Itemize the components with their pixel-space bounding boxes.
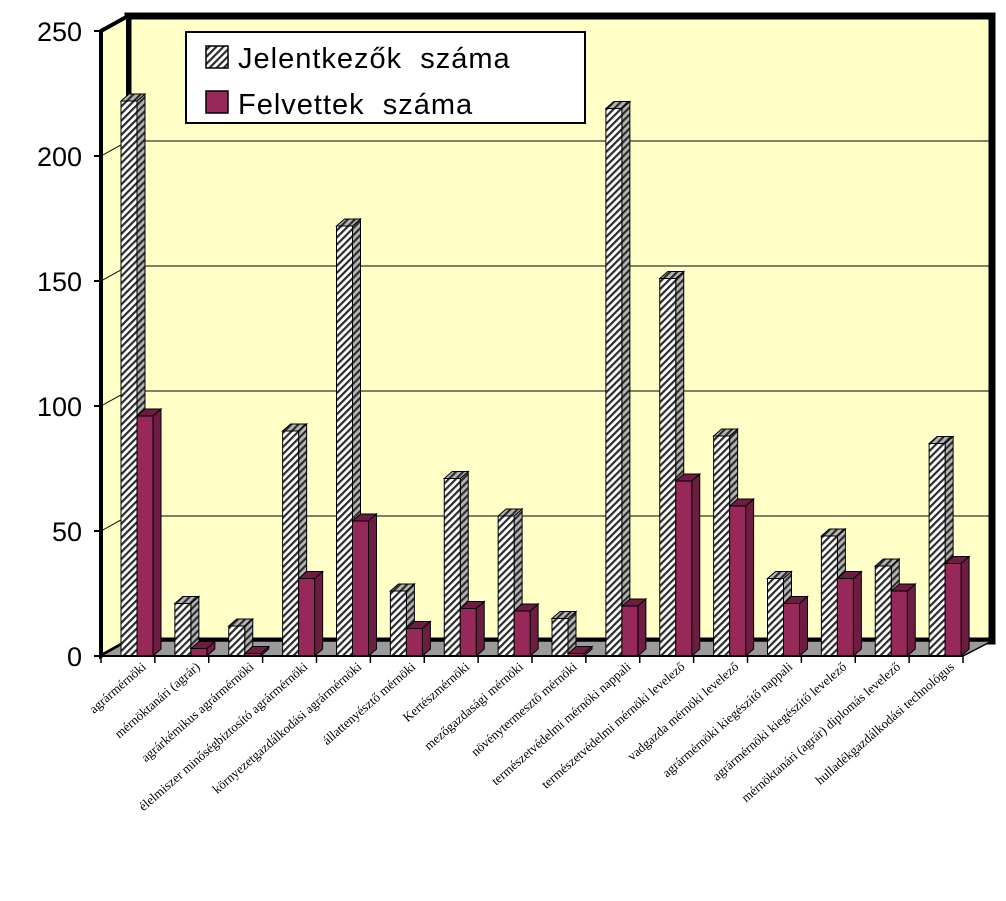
bar-front [228, 625, 246, 657]
bar-front [497, 515, 515, 657]
bar-felvettek [189, 640, 217, 658]
bar-jelentkezok [604, 100, 632, 658]
legend-label-jelentkezok: Jelentkezők száma [238, 43, 511, 75]
bar-felvettek [458, 600, 486, 658]
legend-swatch-jelentkezok [205, 45, 229, 69]
bar-side [960, 555, 970, 658]
bar-side [314, 570, 324, 658]
x-tick-label: mezőgazdasági mérnöki [421, 659, 526, 753]
bar-front [928, 443, 946, 657]
y-tick-label: 0 [67, 642, 82, 672]
bar-front [874, 565, 892, 657]
bar-front [389, 590, 407, 657]
bar-felvettek [889, 582, 917, 658]
bar-side [745, 497, 755, 658]
bar-front [282, 430, 300, 657]
bar-front [767, 578, 784, 657]
bar-felvettek [566, 645, 594, 658]
y-tick-label: 150 [37, 267, 82, 297]
bar-side [529, 602, 539, 658]
y-tick-label: 100 [37, 392, 82, 422]
bar-front [352, 520, 369, 657]
bar-front [336, 225, 353, 657]
bar-front [174, 603, 192, 657]
bar-felvettek [297, 570, 324, 658]
bar-side [368, 512, 377, 658]
bar-felvettek [243, 645, 271, 658]
bar-front [120, 100, 138, 657]
bar-jelentkezok [335, 217, 362, 658]
bars [119, 92, 971, 658]
legend-swatch-felvettek [205, 90, 229, 114]
bar-front [659, 278, 677, 657]
bar-front [820, 535, 838, 657]
y-tick-label: 200 [37, 142, 82, 172]
bar-felvettek [620, 597, 648, 658]
y-axis: 0 50 100 150 200 250 [37, 17, 102, 672]
bar-jelentkezok [550, 610, 578, 658]
bar-side [906, 582, 916, 658]
bar-felvettek [782, 595, 809, 658]
bar-front [459, 608, 477, 657]
bar-side [152, 407, 162, 658]
legend-box [185, 31, 586, 124]
bar-front [443, 478, 461, 657]
bar-side [621, 100, 631, 658]
y-tick-label: 50 [52, 517, 82, 547]
bar-front [190, 648, 208, 657]
legend: Jelentkezők száma Felvettek száma [185, 31, 586, 124]
bar-felvettek [512, 602, 540, 658]
bar-front [513, 610, 531, 657]
x-tick-label: állattenyésztő mérnöki [319, 659, 418, 748]
bar-front [729, 505, 747, 657]
bar-felvettek [351, 512, 378, 658]
bar-felvettek [836, 570, 863, 658]
bar-front [944, 563, 962, 657]
bar-side [475, 600, 485, 658]
bar-front [836, 578, 854, 657]
bar-front [551, 618, 569, 657]
bar-side [799, 595, 808, 658]
x-tick-label: növénytermesztő mérnöki [468, 659, 580, 759]
bar-front [621, 605, 639, 657]
bar-front [136, 415, 154, 657]
bar-front [298, 578, 316, 657]
bar-front [605, 108, 623, 657]
bar-felvettek [728, 497, 755, 658]
bar-side [691, 472, 701, 658]
y-tick-label: 250 [37, 17, 82, 47]
bar-front [675, 480, 693, 657]
bar-jelentkezok [227, 617, 255, 658]
bar-felvettek [674, 472, 702, 658]
bar-front [783, 603, 800, 657]
bar-felvettek [135, 407, 163, 658]
bar-side [852, 570, 862, 658]
bar-front [405, 628, 423, 657]
bar-front [713, 435, 731, 657]
legend-label-felvettek: Felvettek száma [238, 89, 473, 121]
bar-front [890, 590, 908, 657]
bar-side [637, 597, 647, 658]
bar-felvettek [943, 555, 971, 658]
bar-felvettek [405, 620, 432, 658]
